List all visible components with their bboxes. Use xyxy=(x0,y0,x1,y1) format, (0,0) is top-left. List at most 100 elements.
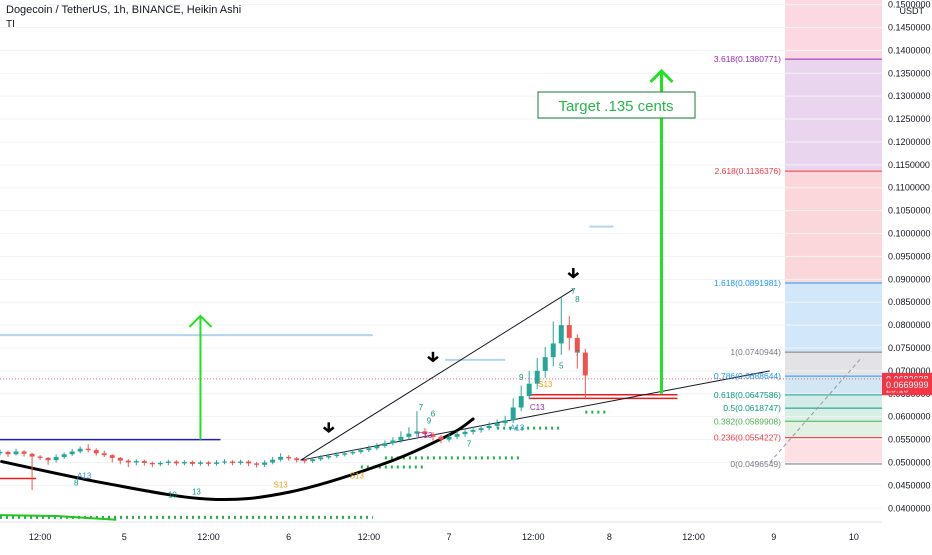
candle-body xyxy=(189,462,195,464)
price-tick-label: 0.1150000 xyxy=(888,160,930,170)
candle-body xyxy=(125,460,131,463)
price-axis-bg xyxy=(882,0,932,550)
time-tick-label: 9 xyxy=(771,532,776,542)
candle-body xyxy=(430,434,436,437)
candle-body xyxy=(422,431,428,435)
candle-body xyxy=(0,451,3,454)
candle-body xyxy=(302,460,308,462)
fib-zone xyxy=(785,437,882,465)
indicator-marker: 5 xyxy=(559,362,564,371)
candle-body xyxy=(141,461,147,463)
indicator-marker: 13 xyxy=(192,488,201,497)
candle-body xyxy=(29,453,35,457)
target-text: Target .135 cents xyxy=(558,98,673,115)
candle-body xyxy=(270,459,276,463)
price-tick-label: 0.0900000 xyxy=(888,274,931,284)
arrows: Target .135 cents xyxy=(188,68,696,440)
fib-zone xyxy=(785,59,882,172)
cup-curve xyxy=(0,417,475,502)
candle-body xyxy=(149,462,155,465)
candle-body xyxy=(13,451,19,455)
price-tick-label: 0.1450000 xyxy=(888,22,931,32)
fib-zone xyxy=(785,408,882,422)
time-axis[interactable]: 12:00 5 12:00 6 12:00 7 12:00 8 12:00 9 10 xyxy=(0,521,882,542)
time-tick-label: 7 xyxy=(447,532,452,542)
indicator-marker: 8 xyxy=(74,478,79,487)
price-axis[interactable]: 0.0400000 0.0450000 0.0500000 0.0550000 0.06… xyxy=(882,0,932,550)
price-tick-label: 0.1000000 xyxy=(888,229,931,239)
candle-body xyxy=(342,453,348,455)
candle-body xyxy=(406,433,412,437)
candle-body xyxy=(85,448,91,451)
candle-body xyxy=(510,407,516,421)
fib-labels: 0(0.0496549) 0.236(0.0554227) 0.382(0.0589… xyxy=(714,54,781,469)
candle-body xyxy=(550,343,556,358)
candle-body xyxy=(390,440,396,444)
drawing-lines xyxy=(0,225,882,521)
fib-level-label: 0.618(0.0647586) xyxy=(714,390,781,400)
price-tick-label: 0.1400000 xyxy=(888,45,931,55)
indicator-marker: C13 xyxy=(530,403,545,412)
price-tick-label: 0.1500000 xyxy=(888,0,931,10)
candle-body xyxy=(37,456,43,458)
candle-body xyxy=(366,448,372,451)
candles xyxy=(0,297,588,490)
price-tick-label: 0.0850000 xyxy=(888,297,931,307)
indicator-label: TI xyxy=(6,19,15,30)
candle-body xyxy=(21,451,27,454)
indicator-marker: 7 xyxy=(571,287,576,296)
candle-body xyxy=(374,445,380,449)
indicator-marker: 10 xyxy=(168,490,177,499)
candle-body xyxy=(197,462,203,464)
candle-body xyxy=(382,443,388,446)
candle-body xyxy=(53,456,59,461)
price-tick-label: 0.0800000 xyxy=(888,320,931,330)
candle-body xyxy=(254,463,260,465)
indicator-marker: S13 xyxy=(538,380,553,389)
price-tick-label: 0.0750000 xyxy=(888,343,931,353)
price-tick-label: 0.0600000 xyxy=(888,412,931,422)
indicator-marker: 6 xyxy=(431,410,436,419)
down-arrow-head xyxy=(427,355,439,363)
candle-body xyxy=(438,436,444,440)
candle-body xyxy=(101,453,107,456)
time-tick-label: 12:00 xyxy=(358,532,381,542)
candle-body xyxy=(246,461,252,464)
candle-body xyxy=(117,457,123,461)
down-arrow-head xyxy=(322,426,335,433)
candle-body xyxy=(526,383,532,397)
candle-body xyxy=(454,434,460,437)
candle-body xyxy=(470,429,476,432)
candle-body xyxy=(494,423,500,426)
candle-body xyxy=(574,337,580,353)
price-tick-label: 0.0450000 xyxy=(888,480,931,490)
candle-body xyxy=(165,461,171,463)
price-tick-label: 0.0500000 xyxy=(888,457,931,467)
time-tick-label: 8 xyxy=(607,532,612,542)
price-tick-label: 0.0950000 xyxy=(888,251,931,261)
price-tick-label: 0.1250000 xyxy=(888,114,931,124)
candle-body xyxy=(181,462,187,464)
candle-body xyxy=(157,462,163,465)
candle-body xyxy=(534,370,540,384)
candle-body xyxy=(358,450,364,452)
candle-body xyxy=(462,431,468,435)
candle-body xyxy=(77,448,83,452)
candle-body xyxy=(133,461,139,463)
price-tag-bg xyxy=(882,378,932,391)
candle-body xyxy=(478,428,484,430)
indicator-marker: 7 xyxy=(575,349,580,358)
candle-body xyxy=(294,458,300,461)
time-tick-label: 12:00 xyxy=(29,532,52,542)
price-tick-label: 0.0550000 xyxy=(888,435,931,445)
time-tick-label: 12:00 xyxy=(682,532,705,542)
fib-zone xyxy=(785,171,882,283)
dashed-trend-line xyxy=(769,356,863,463)
candle-body xyxy=(318,457,324,460)
fib-zone xyxy=(785,0,882,60)
wedge-lower-line xyxy=(300,370,770,461)
fib-level-label: 0.382(0.0589908) xyxy=(714,416,781,426)
fib-level-label: 0.5(0.0618747) xyxy=(723,403,781,413)
